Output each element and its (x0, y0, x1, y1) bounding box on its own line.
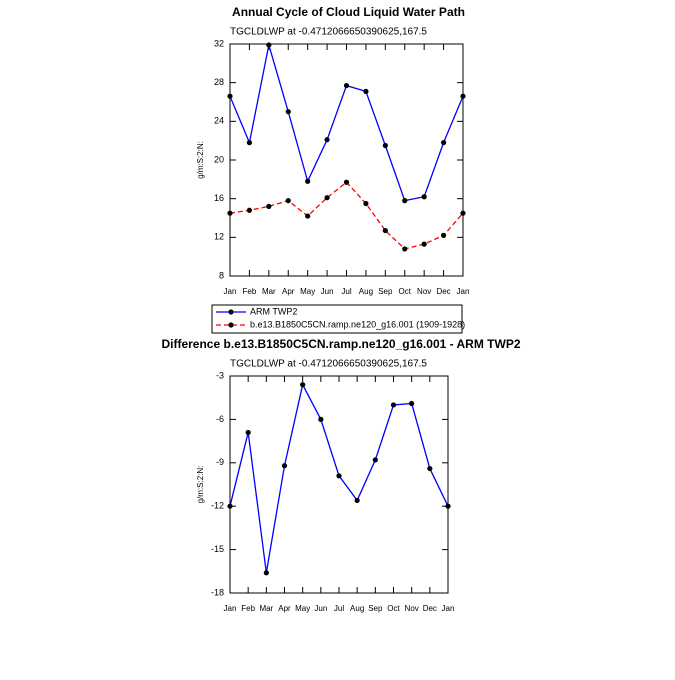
data-point (245, 429, 251, 436)
data-point (227, 210, 233, 216)
x-tick-label: Jan (457, 287, 470, 296)
plot-frame (229, 375, 449, 594)
x-tick-label: Aug (350, 604, 364, 613)
data-point (390, 402, 397, 408)
data-point (372, 457, 378, 463)
x-tick-label: Jan (442, 604, 455, 613)
y-tick-label: 32 (214, 38, 224, 48)
legend-label: b.e13.B1850C5CN.ramp.ne120_g16.001 (1909… (250, 319, 465, 329)
data-point (421, 241, 427, 247)
y-tick-label: -3 (216, 370, 224, 380)
y-tick-label: 16 (214, 193, 224, 203)
plot-frame (229, 43, 464, 277)
y-tick-label: 28 (214, 77, 224, 87)
y-tick-label: -6 (216, 414, 224, 424)
data-point (363, 200, 369, 207)
legend-marker (228, 309, 234, 315)
x-tick-label: Sep (378, 287, 393, 296)
y-tick-label: 12 (214, 232, 224, 242)
data-point (440, 140, 447, 146)
x-tick-label: May (295, 604, 310, 613)
data-point (305, 178, 311, 184)
x-tick-label: Nov (417, 287, 431, 296)
data-point (382, 142, 388, 149)
y-tick-label: -18 (211, 587, 224, 597)
x-tick-label: Apr (278, 604, 291, 613)
data-point (427, 465, 433, 472)
x-tick-label: Sep (368, 604, 383, 613)
y-tick-label: 24 (214, 116, 224, 126)
legend-label: ARM TWP2 (250, 306, 297, 316)
data-point (266, 42, 272, 48)
x-tick-label: Jun (321, 287, 334, 296)
data-point (336, 473, 342, 479)
data-point (305, 213, 311, 219)
x-tick-label: Nov (405, 604, 419, 613)
data-point (285, 109, 291, 115)
data-point (402, 246, 408, 252)
data-point (246, 140, 253, 146)
chart-title: Annual Cycle of Cloud Liquid Water Path (232, 5, 465, 19)
data-point (318, 416, 324, 422)
data-point (324, 195, 330, 201)
x-tick-label: Feb (243, 287, 257, 296)
y-tick-label: 8 (219, 270, 224, 280)
data-point (363, 88, 369, 94)
x-tick-label: Jun (314, 604, 327, 613)
chart-subtitle: TGCLDLWP at -0.4712066650390625,167.5 (230, 359, 427, 370)
x-tick-label: Oct (399, 287, 412, 296)
data-point (227, 93, 233, 99)
data-point (460, 93, 466, 99)
x-tick-label: Jan (224, 287, 237, 296)
x-tick-label: Mar (262, 287, 276, 296)
x-tick-label: Oct (387, 604, 400, 613)
y-axis-label: g/m:S:2:N: (196, 141, 205, 179)
data-point (300, 382, 306, 388)
legend-marker (228, 322, 234, 328)
x-tick-label: Jul (341, 287, 351, 296)
chart-title: Difference b.e13.B1850C5CN.ramp.ne120_g1… (161, 337, 520, 351)
x-tick-label: Mar (259, 604, 273, 613)
y-axis-label: g/m:S:2:N: (196, 466, 205, 504)
data-point (343, 82, 350, 89)
data-point (440, 232, 447, 238)
data-point (281, 463, 288, 469)
x-tick-label: Apr (282, 287, 295, 296)
y-tick-label: 20 (214, 154, 224, 164)
data-point (266, 203, 272, 209)
data-point (421, 194, 427, 200)
data-point (382, 227, 388, 234)
data-point (324, 137, 330, 143)
x-tick-label: Jan (224, 604, 237, 613)
data-point (263, 570, 269, 576)
y-tick-label: -15 (211, 544, 224, 554)
chart-subtitle: TGCLDLWP at -0.4712066650390625,167.5 (230, 27, 427, 38)
data-point (285, 198, 291, 204)
y-tick-label: -9 (216, 457, 224, 467)
x-tick-label: Dec (436, 287, 450, 296)
x-tick-label: Feb (241, 604, 255, 613)
data-point (445, 503, 451, 509)
x-tick-label: May (300, 287, 315, 296)
legend-box (211, 304, 463, 334)
data-point (246, 207, 253, 213)
data-point (227, 503, 233, 509)
x-tick-label: Dec (423, 604, 437, 613)
data-point (409, 400, 415, 407)
data-point (402, 198, 408, 204)
x-tick-label: Jul (334, 604, 344, 613)
data-point (343, 179, 350, 185)
y-tick-label: -12 (211, 501, 224, 511)
data-point (354, 497, 360, 504)
data-point (460, 210, 466, 216)
x-tick-label: Aug (359, 287, 373, 296)
